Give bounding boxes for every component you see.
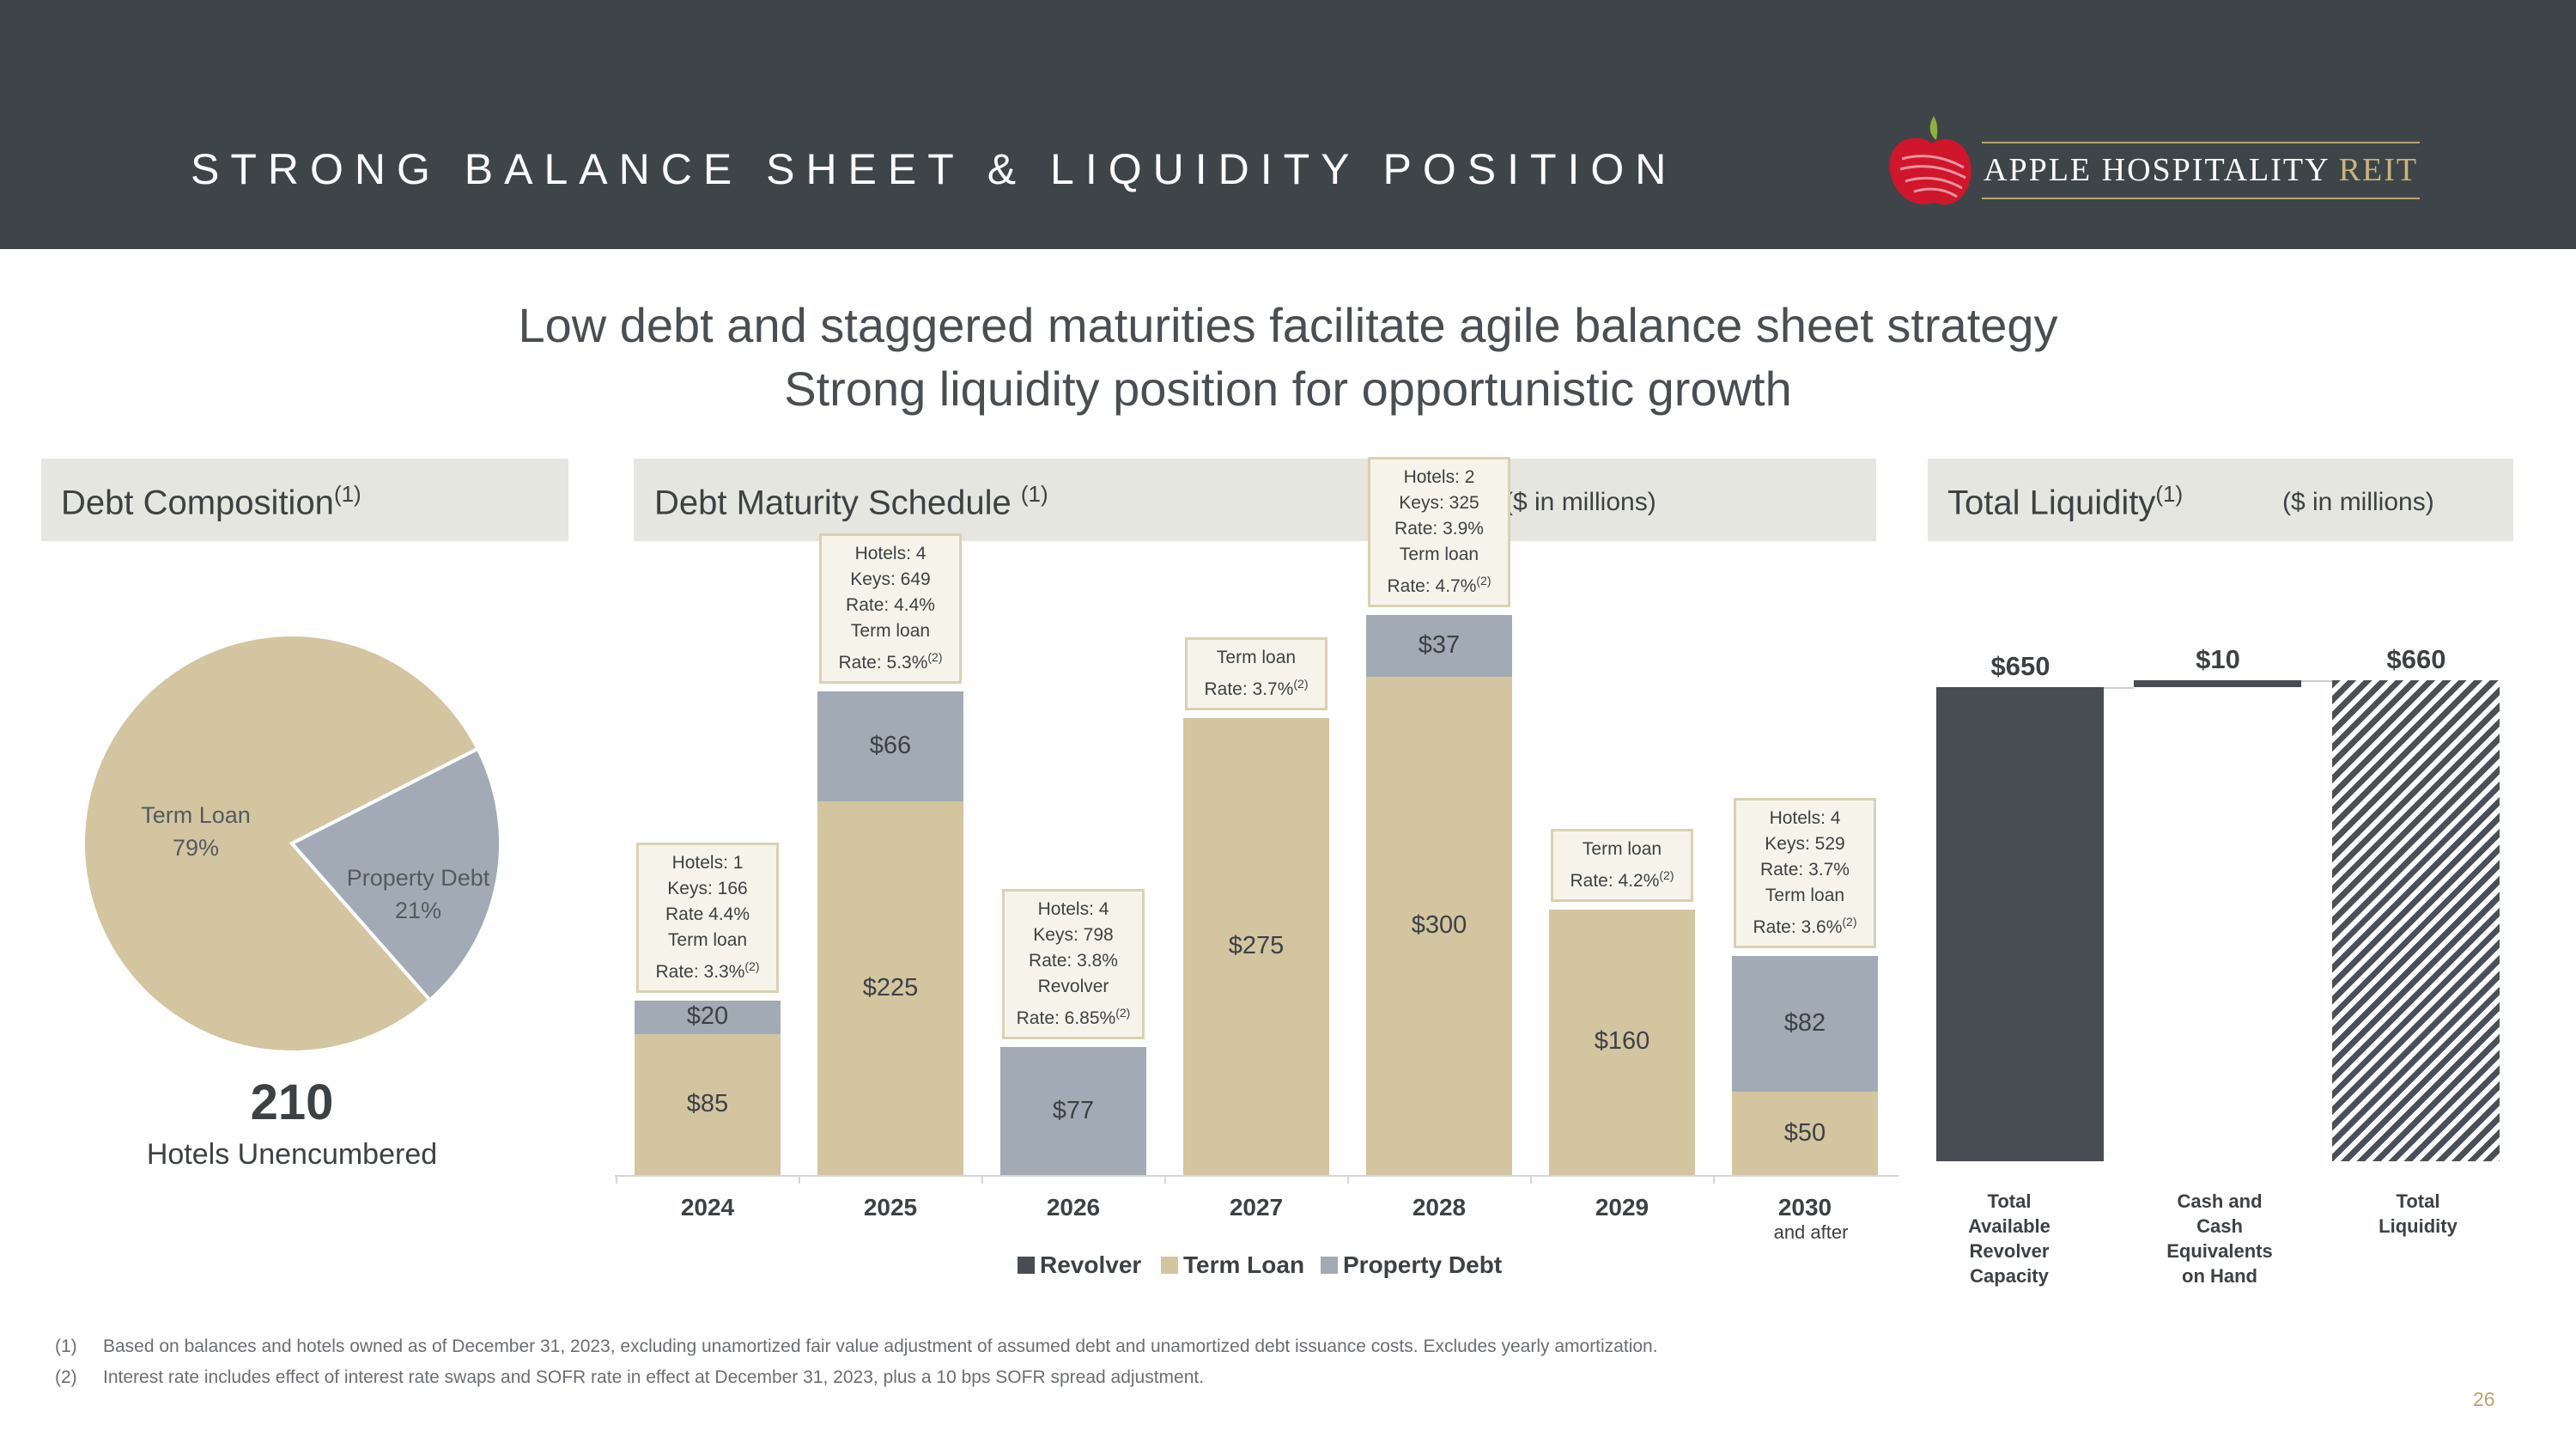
header-bar bbox=[0, 0, 2576, 249]
footnote-2-num: (2) bbox=[55, 1367, 77, 1387]
page-number: 26 bbox=[2473, 1388, 2495, 1410]
axis-tick bbox=[1164, 1175, 1166, 1184]
year-sublabel: and after bbox=[1773, 1221, 1849, 1243]
year-label: 2030 bbox=[1777, 1194, 1832, 1221]
bar-value-label: $77 bbox=[1052, 1096, 1095, 1124]
waterfall-connector bbox=[2104, 687, 2134, 689]
bar-value-label: $37 bbox=[1418, 631, 1461, 660]
page-title: STRONG BALANCE SHEET & LIQUIDITY POSITIO… bbox=[191, 145, 1678, 193]
maturity-title: Debt Maturity Schedule (1) bbox=[654, 481, 1048, 522]
bar-value-label: $85 bbox=[686, 1089, 729, 1117]
axis-tick bbox=[1347, 1175, 1349, 1184]
bar-2028-property-debt bbox=[1366, 615, 1512, 677]
legend-property-debt: Property Debt bbox=[1321, 1251, 1502, 1279]
maturity-header bbox=[634, 459, 1876, 541]
axis-tick bbox=[616, 1175, 617, 1184]
axis-tick bbox=[981, 1175, 983, 1184]
unencumbered-count: 210 bbox=[250, 1075, 334, 1130]
debt-composition-pie bbox=[82, 633, 502, 1054]
liquidity-category-label: Total Available Revolver Capacity bbox=[1968, 1190, 2050, 1287]
rate-callout: Hotels: 4 Keys: 798 Rate: 3.8% Revolver Rate… bbox=[1002, 889, 1145, 1040]
subtitle-line-2: Strong liquidity position for opportunis… bbox=[784, 362, 1792, 416]
revolver-swatch bbox=[1018, 1257, 1035, 1274]
waterfall-connector bbox=[2301, 680, 2332, 682]
axis-tick bbox=[799, 1175, 800, 1184]
bar-2025-property-debt bbox=[817, 691, 963, 801]
liquidity-header bbox=[1928, 459, 2513, 541]
footnote-2-text: Interest rate includes effect of interes… bbox=[103, 1367, 1205, 1387]
bar-value-label: $160 bbox=[1594, 1027, 1650, 1056]
subtitle-line-1: Low debt and staggered maturities facili… bbox=[518, 298, 2058, 352]
liquidity-category-label: Total Liquidity bbox=[2379, 1190, 2458, 1237]
year-label: 2027 bbox=[1229, 1194, 1284, 1221]
debt-composition-header bbox=[41, 459, 568, 541]
bar-2025-term-loan bbox=[817, 801, 963, 1175]
year-label: 2026 bbox=[1046, 1194, 1101, 1221]
bar-value-label: $82 bbox=[1783, 1009, 1826, 1038]
bar-2026-property-debt bbox=[1000, 1047, 1146, 1175]
liquidity-bar-total-available-revolver-capacity bbox=[1936, 687, 2104, 1161]
bar-2028-term-loan bbox=[1366, 677, 1512, 1175]
axis-tick bbox=[1530, 1175, 1532, 1184]
bar-2024-term-loan bbox=[635, 1033, 781, 1175]
liquidity-category-label: Cash and Cash Equivalents on Hand bbox=[2166, 1190, 2273, 1287]
year-label: 2024 bbox=[680, 1194, 735, 1221]
liquidity-title: Total Liquidity(1) bbox=[1947, 481, 2184, 522]
legend-revolver: Revolver bbox=[1018, 1251, 1141, 1279]
rate-callout: Term loan Rate: 3.7%(2) bbox=[1185, 637, 1327, 711]
bar-value-label: $300 bbox=[1411, 911, 1467, 939]
bar-value-label: $50 bbox=[1783, 1118, 1826, 1147]
year-label: 2025 bbox=[863, 1194, 918, 1221]
pie-label-property-debt: Property Debt 21% bbox=[346, 865, 490, 923]
debt-composition-title: Debt Composition(1) bbox=[61, 481, 361, 522]
term-loan-swatch bbox=[1161, 1257, 1178, 1274]
liquidity-bar-cash-and-cash-equivalents-on-hand bbox=[2134, 680, 2301, 688]
legend-term-loan: Term Loan bbox=[1161, 1251, 1304, 1279]
property-debt-swatch bbox=[1321, 1257, 1338, 1274]
unencumbered-label: Hotels Unencumbered bbox=[146, 1138, 438, 1171]
liquidity-value-label: $10 bbox=[2196, 644, 2240, 674]
rate-callout: Term loan Rate: 4.2%(2) bbox=[1551, 828, 1693, 902]
bar-2030-term-loan bbox=[1732, 1092, 1878, 1175]
liquidity-bar-total-liquidity bbox=[2332, 680, 2500, 1161]
brand-rule-bottom bbox=[1982, 198, 2420, 199]
liquidity-value-label: $660 bbox=[2386, 644, 2446, 674]
bar-value-label: $275 bbox=[1228, 932, 1285, 960]
brand-name: APPLE HOSPITALITY REIT bbox=[1984, 152, 2419, 188]
liquidity-units: ($ in millions) bbox=[2282, 488, 2434, 516]
footnote-1-num: (1) bbox=[55, 1336, 77, 1356]
rate-callout: Hotels: 4 Keys: 649 Rate: 4.4% Term loan Rat… bbox=[819, 533, 962, 685]
brand-rule-top bbox=[1982, 142, 2420, 143]
bar-value-label: $66 bbox=[869, 732, 912, 760]
pie-slice-property-debt bbox=[289, 746, 502, 1003]
rate-callout: Hotels: 4 Keys: 529 Rate: 3.7% Term loan Rat… bbox=[1734, 797, 1876, 948]
bar-value-label: $20 bbox=[686, 1002, 729, 1031]
year-label: 2028 bbox=[1412, 1194, 1467, 1221]
pie-slice-term-loan bbox=[82, 633, 481, 1054]
apple-logo-icon bbox=[1889, 116, 1971, 205]
bar-value-label: $225 bbox=[862, 973, 919, 1002]
liquidity-value-label: $650 bbox=[1990, 651, 2050, 682]
maturity-x-axis bbox=[615, 1175, 1899, 1177]
year-label: 2029 bbox=[1595, 1194, 1649, 1221]
bar-2029-term-loan bbox=[1549, 909, 1695, 1175]
footnote-1-text: Based on balances and hotels owned as of… bbox=[103, 1336, 1658, 1356]
bar-2024-property-debt bbox=[635, 1001, 781, 1034]
rate-callout: Hotels: 1 Keys: 166 Rate 4.4% Term loan Rate… bbox=[636, 843, 779, 993]
maturity-units: ($ in millions) bbox=[1504, 488, 1656, 516]
bar-2027-term-loan bbox=[1183, 718, 1329, 1175]
bar-2030-property-debt bbox=[1732, 955, 1878, 1093]
pie-label-term-loan: Term Loan 79% bbox=[141, 802, 251, 861]
axis-tick bbox=[1713, 1175, 1715, 1184]
